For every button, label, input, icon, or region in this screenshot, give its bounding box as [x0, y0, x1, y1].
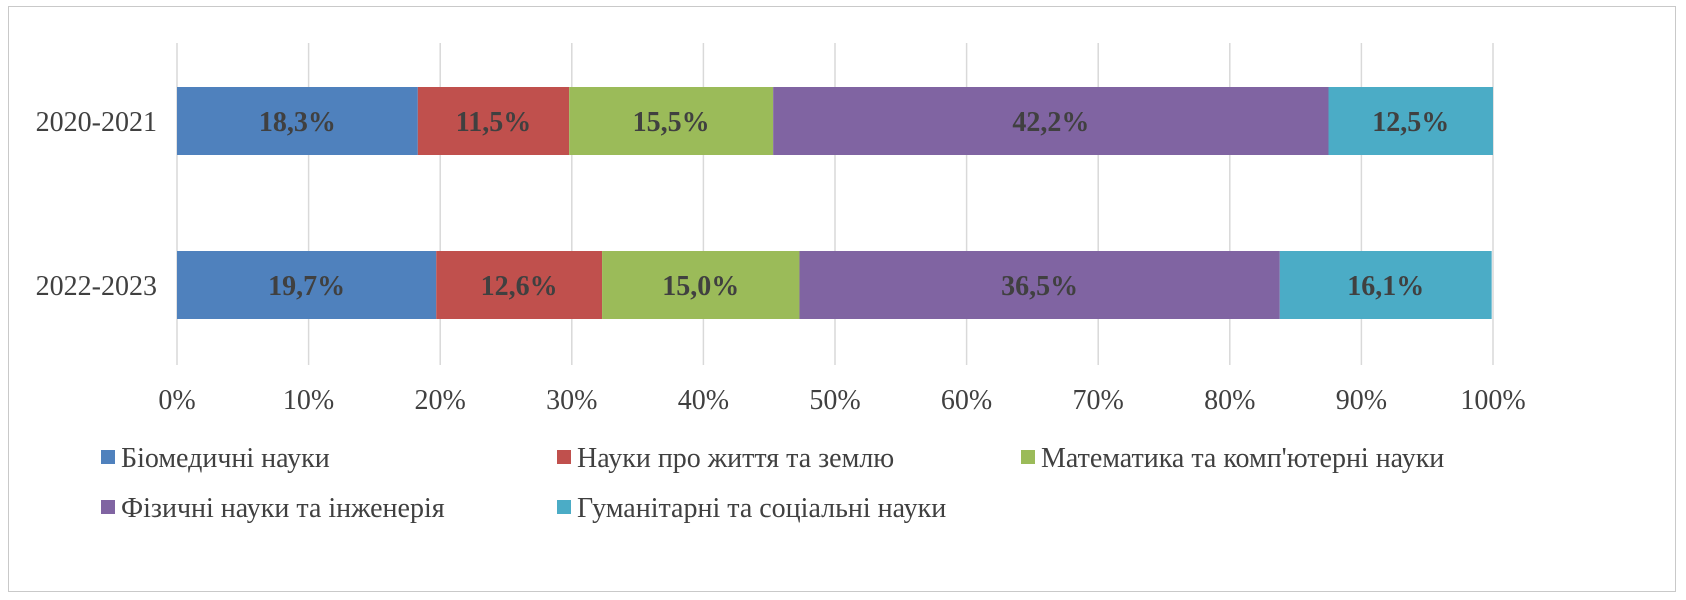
legend-swatch: [1021, 450, 1035, 464]
legend-swatch: [101, 500, 115, 514]
bar-segment: [436, 251, 603, 319]
legend-label: Фізичні науки та інженерія: [121, 493, 445, 524]
bar-segment: [417, 87, 570, 155]
data-label: 18,3%: [259, 107, 336, 138]
x-tick-label: 40%: [678, 385, 729, 416]
bar-segment: [1279, 251, 1492, 319]
chart-frame: 18,3% 11,5% 15,5% 42,2% 12,5% 19,7% 12,6% 15,0%…: [8, 6, 1676, 592]
bar-segment: [799, 251, 1280, 319]
legend-label: Біомедичні науки: [121, 443, 330, 474]
x-tick-label: 30%: [546, 385, 597, 416]
x-tick-label: 50%: [809, 385, 860, 416]
legend: Біомедичні науки Науки про життя та землю…: [101, 443, 1444, 524]
legend-label: Гуманітарні та соціальні науки: [577, 493, 946, 524]
x-tick-label: 10%: [283, 385, 334, 416]
x-tick-label: 90%: [1336, 385, 1387, 416]
data-label: 19,7%: [268, 271, 345, 302]
x-tick-label: 60%: [941, 385, 992, 416]
category-label: 2020-2021: [36, 107, 157, 138]
data-label: 11,5%: [456, 107, 531, 138]
data-label: 15,0%: [662, 271, 739, 302]
data-label: 42,2%: [1012, 107, 1089, 138]
bar-segment: [177, 87, 418, 155]
category-labels: 2020-2021 2022-2023: [36, 107, 157, 302]
category-label: 2022-2023: [36, 271, 157, 302]
bar-segment: [1328, 87, 1493, 155]
x-tick-label: 70%: [1073, 385, 1124, 416]
data-label: 16,1%: [1347, 271, 1424, 302]
legend-label: Науки про життя та землю: [577, 443, 894, 474]
data-label: 36,5%: [1001, 271, 1078, 302]
stacked-bar-chart: 18,3% 11,5% 15,5% 42,2% 12,5% 19,7% 12,6% 15,0%…: [36, 43, 1526, 524]
x-tick-labels: 0% 10% 20% 30% 40% 50% 60% 70% 80% 90% 100%: [158, 385, 1525, 416]
x-tick-label: 80%: [1204, 385, 1255, 416]
data-label: 12,6%: [481, 271, 558, 302]
data-label: 15,5%: [633, 107, 710, 138]
legend-swatch: [101, 450, 115, 464]
legend-label: Математика та комп'ютерні науки: [1041, 443, 1444, 474]
data-label: 12,5%: [1372, 107, 1449, 138]
bars: 18,3% 11,5% 15,5% 42,2% 12,5% 19,7% 12,6% 15,0%…: [177, 87, 1493, 319]
bar-segment: [602, 251, 800, 319]
bar-segment: [773, 87, 1329, 155]
bar-segment: [569, 87, 774, 155]
bar-segment: [177, 251, 437, 319]
x-tick-label: 20%: [415, 385, 466, 416]
legend-swatch: [557, 450, 571, 464]
legend-swatch: [557, 500, 571, 514]
x-tick-label: 0%: [158, 385, 195, 416]
x-tick-label: 100%: [1460, 385, 1525, 416]
